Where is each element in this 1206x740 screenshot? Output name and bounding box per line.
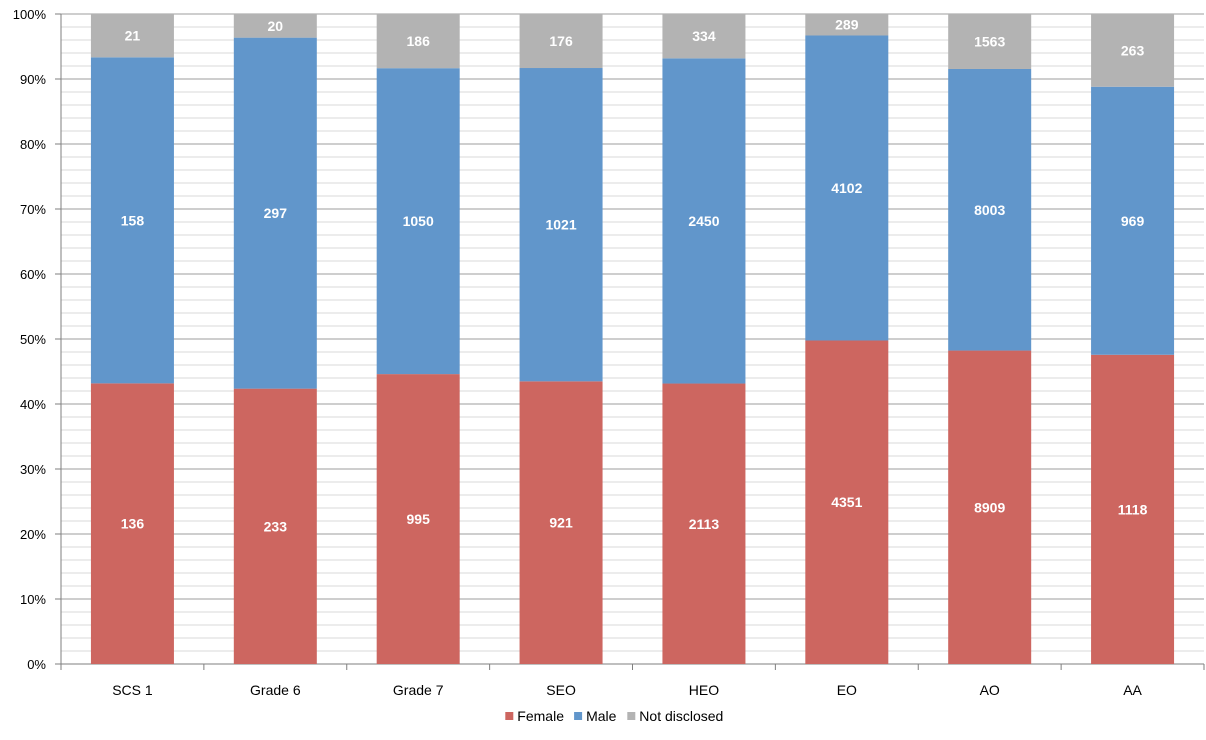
bar-female	[90, 383, 174, 664]
x-category-label: Grade 6	[250, 682, 301, 698]
data-label: 233	[264, 518, 288, 534]
data-label: 186	[407, 33, 431, 49]
x-category-label: Grade 7	[393, 682, 444, 698]
y-tick-label: 0%	[27, 657, 46, 672]
bar-not-disclosed	[662, 14, 746, 59]
data-label: 289	[835, 17, 859, 33]
x-category-label: AO	[980, 682, 1000, 698]
bar-female	[805, 340, 889, 664]
data-label: 1563	[974, 33, 1005, 49]
bar-male	[519, 68, 603, 382]
data-label: 334	[692, 28, 716, 44]
legend-swatch	[627, 712, 636, 720]
y-tick-label: 60%	[20, 267, 46, 282]
data-label: 995	[407, 511, 431, 527]
data-label: 4351	[831, 494, 862, 510]
y-tick-label: 50%	[20, 332, 46, 347]
bar-male	[90, 57, 174, 384]
data-label: 921	[549, 515, 573, 531]
x-category-label: SEO	[546, 682, 576, 698]
bar-male	[948, 68, 1032, 351]
data-label: 263	[1121, 42, 1145, 58]
legend-label: Not disclosed	[639, 708, 723, 724]
y-tick-label: 10%	[20, 592, 46, 607]
bar-female	[1091, 354, 1175, 664]
x-category-label: EO	[837, 682, 857, 698]
bar-male	[805, 35, 889, 341]
legend-label: Female	[517, 708, 564, 724]
bar-not-disclosed	[805, 14, 889, 36]
bar-not-disclosed	[1091, 14, 1175, 87]
y-tick-label: 40%	[20, 397, 46, 412]
y-tick-label: 90%	[20, 72, 46, 87]
data-label: 297	[264, 205, 288, 221]
bar-male	[1091, 86, 1175, 355]
data-label: 8909	[974, 499, 1005, 515]
data-label: 176	[549, 33, 573, 49]
y-tick-label: 30%	[20, 462, 46, 477]
bar-not-disclosed	[519, 14, 603, 69]
legend-label: Male	[586, 708, 617, 724]
data-label: 2450	[688, 213, 719, 229]
x-category-label: HEO	[689, 682, 719, 698]
data-label: 1118	[1118, 501, 1148, 517]
bar-male	[233, 37, 317, 389]
data-label: 4102	[831, 180, 862, 196]
data-label: 21	[125, 28, 141, 44]
y-tick-label: 100%	[13, 7, 47, 22]
bar-female	[233, 388, 317, 664]
legend-swatch	[505, 712, 514, 720]
data-label: 1050	[403, 213, 434, 229]
bar-male	[662, 58, 746, 384]
bar-not-disclosed	[90, 14, 174, 58]
bar-female	[948, 350, 1032, 664]
data-label: 136	[121, 516, 145, 532]
bar-female	[519, 381, 603, 664]
bar-female	[662, 383, 746, 664]
data-label: 969	[1121, 213, 1145, 229]
y-tick-label: 80%	[20, 137, 46, 152]
bar-not-disclosed	[233, 14, 317, 38]
bar-not-disclosed	[376, 14, 460, 69]
x-category-label: AA	[1123, 682, 1142, 698]
bar-not-disclosed	[948, 14, 1032, 69]
data-label: 1021	[545, 217, 576, 233]
y-tick-label: 20%	[20, 527, 46, 542]
bar-male	[376, 68, 460, 375]
data-label: 2113	[689, 516, 720, 532]
data-label: 8003	[974, 202, 1005, 218]
y-tick-label: 70%	[20, 202, 46, 217]
data-label: 20	[268, 18, 284, 34]
bar-female	[376, 374, 460, 664]
x-category-label: SCS 1	[112, 682, 153, 698]
data-label: 158	[121, 212, 145, 228]
legend-swatch	[574, 712, 583, 720]
